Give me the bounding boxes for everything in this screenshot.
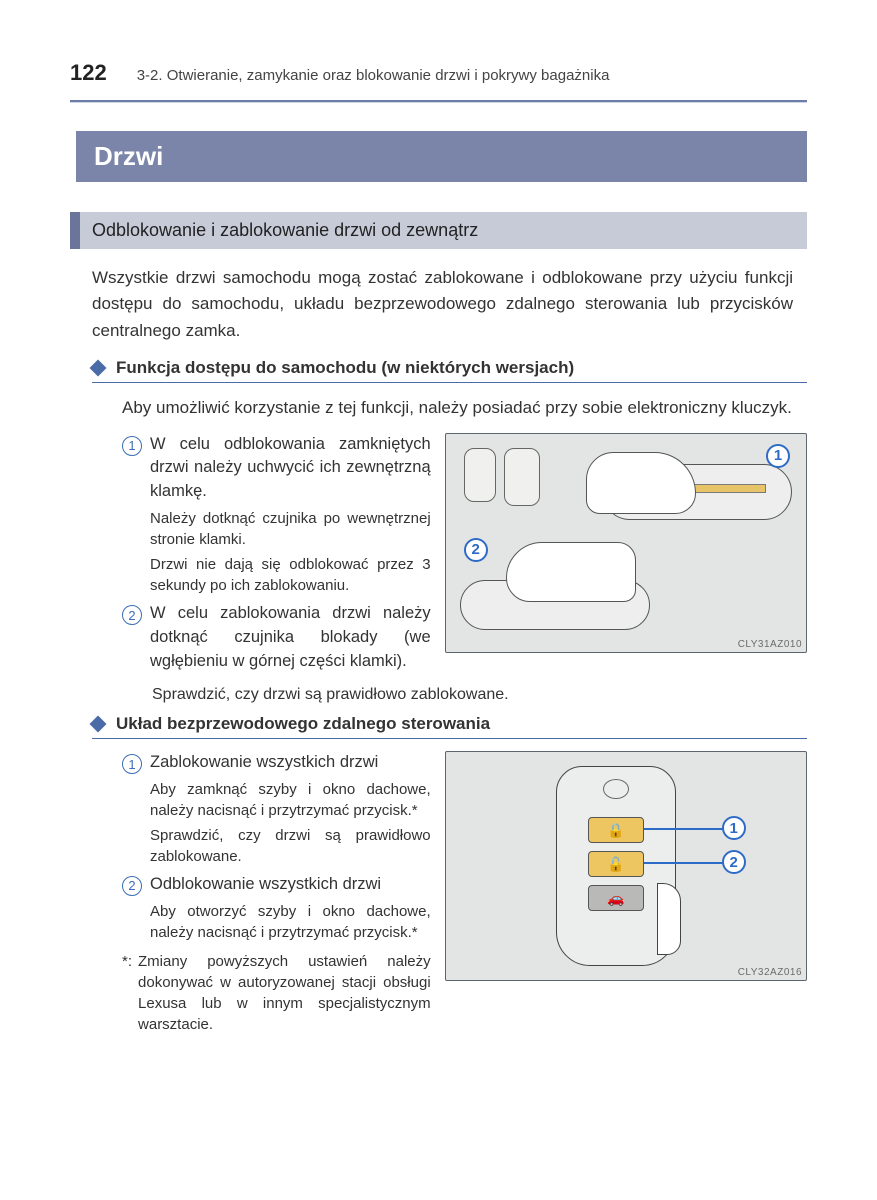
footnote-mark: *: [122,951,132,1035]
subsection2-text-col: 1 Zablokowanie wszystkich drzwi Aby zamk… [122,751,431,1035]
illustration-code: CLY31AZ010 [738,639,802,650]
subsection-access-function: Funkcja dostępu do samochodu (w niektóry… [92,358,807,383]
subsection2-row: 1 Zablokowanie wszystkich drzwi Aby zamk… [122,751,807,1035]
step-body: Zablokowanie wszystkich drzwi Aby zamkną… [150,751,431,867]
hand-grip-shape [586,452,696,514]
header-rule [70,100,807,103]
subsection1-text-col: 1 W celu odblokowania zamkniętych drzwi … [122,433,431,681]
subsection-wireless-remote: Układ bezprzewodowego zdalnego sterowani… [92,714,807,739]
list-item: 2 Odblokowanie wszystkich drzwi Aby otwo… [122,873,431,943]
subsection1-body: Aby umożliwić korzystanie z tej funkcji,… [70,395,807,704]
step-main: Zablokowanie wszystkich drzwi [150,751,431,775]
page-header: 122 3-2. Otwieranie, zamykanie oraz blok… [70,60,807,94]
section-intro: Wszystkie drzwi samochodu mogą zostać za… [70,265,807,344]
subsection1-row: 1 W celu odblokowania zamkniętych drzwi … [122,433,807,681]
subsection-title: Układ bezprzewodowego zdalnego sterowani… [116,714,490,734]
callout-1: 1 [722,816,746,840]
remote-logo-icon [603,779,629,799]
subsection1-image-col: 1 2 CLY31AZ010 [445,433,807,653]
page-number: 122 [70,60,107,86]
remote-key-illustration: 🔒 🔓 🚗 1 2 CLY32AZ016 [445,751,807,981]
step-number-icon: 2 [122,876,142,896]
callout-2: 2 [722,850,746,874]
chapter-title: Drzwi [70,131,807,182]
subsection1-intro: Aby umożliwić korzystanie z tej funkcji,… [122,395,807,421]
list-item: 1 Zablokowanie wszystkich drzwi Aby zamk… [122,751,431,867]
step-sub: Drzwi nie dają się odblokować przez 3 se… [150,554,431,596]
unlock-button-icon: 🔓 [588,851,644,877]
trunk-button-icon: 🚗 [588,885,644,911]
illustration-code: CLY32AZ016 [738,967,802,978]
diamond-icon [90,360,107,377]
step-number-icon: 1 [122,754,142,774]
page: 122 3-2. Otwieranie, zamykanie oraz blok… [0,0,877,1075]
section-heading: Odblokowanie i zablokowanie drzwi od zew… [70,212,807,249]
step-main: W celu odblokowania zamkniętych drzwi na… [150,433,431,505]
step-body: Odblokowanie wszystkich drzwi Aby otworz… [150,873,431,943]
step-main: W celu zablokowania drzwi należy dotknąć… [150,602,431,674]
step-number-icon: 2 [122,605,142,625]
door-handle-illustration: 1 2 CLY31AZ010 [445,433,807,653]
hand-touch-shape [506,542,636,602]
footnote-text: Zmiany powyższych ustawień należy dokony… [138,951,431,1035]
step-body: W celu zablokowania drzwi należy dotknąć… [150,602,431,674]
step-main: Odblokowanie wszystkich drzwi [150,873,431,897]
step-body: W celu odblokowania zamkniętych drzwi na… [150,433,431,597]
subsection2-body: 1 Zablokowanie wszystkich drzwi Aby zamk… [70,751,807,1035]
callout-line [644,862,724,864]
callout-1: 1 [766,444,790,468]
keyfob-icon [504,448,540,506]
subsection2-image-col: 🔒 🔓 🚗 1 2 CLY32AZ016 [445,751,807,981]
step-sub: Należy dotknąć czujnika po wewnętrznej s… [150,508,431,550]
diamond-icon [90,716,107,733]
subsection-title: Funkcja dostępu do samochodu (w niektóry… [116,358,574,378]
lock-button-icon: 🔒 [588,817,644,843]
step-sub: Aby otworzyć szyby i okno dachowe, należ… [150,901,431,943]
list-item: 1 W celu odblokowania zamkniętych drzwi … [122,433,431,597]
step-number-icon: 1 [122,436,142,456]
remote-key-shape: 🔒 🔓 🚗 [556,766,676,966]
breadcrumb: 3-2. Otwieranie, zamykanie oraz blokowan… [137,67,610,84]
footnote: *: Zmiany powyższych ustawień należy dok… [122,951,431,1035]
subsection1-after: Sprawdzić, czy drzwi są prawidłowo zablo… [152,686,807,704]
callout-2: 2 [464,538,488,562]
step-sub: Sprawdzić, czy drzwi są prawidłowo zablo… [150,825,431,867]
list-item: 2 W celu zablokowania drzwi należy dotkn… [122,602,431,674]
callout-line [644,828,724,830]
keyfob-icon [464,448,496,502]
step-sub: Aby zamknąć szyby i okno dachowe, należy… [150,779,431,821]
